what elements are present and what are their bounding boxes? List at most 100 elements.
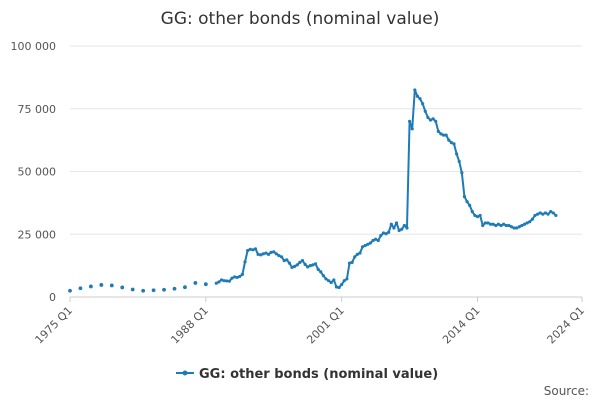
- data-point[interactable]: [533, 213, 537, 218]
- data-point[interactable]: [452, 142, 456, 146]
- data-point[interactable]: [379, 233, 383, 238]
- data-point[interactable]: [517, 225, 521, 229]
- data-point[interactable]: [350, 260, 354, 264]
- data-point[interactable]: [525, 221, 529, 225]
- data-point[interactable]: [345, 277, 349, 281]
- data-point[interactable]: [99, 283, 104, 287]
- data-point[interactable]: [246, 248, 250, 253]
- data-point[interactable]: [225, 279, 229, 283]
- data-point[interactable]: [290, 265, 294, 269]
- data-point[interactable]: [222, 279, 226, 283]
- data-point[interactable]: [434, 119, 438, 123]
- data-point[interactable]: [272, 250, 276, 254]
- data-point[interactable]: [400, 227, 404, 231]
- data-point[interactable]: [483, 221, 487, 225]
- data-point[interactable]: [266, 252, 271, 256]
- data-point[interactable]: [436, 129, 440, 133]
- data-point[interactable]: [384, 232, 388, 236]
- data-point[interactable]: [468, 203, 472, 207]
- data-point[interactable]: [274, 252, 278, 256]
- data-point[interactable]: [264, 251, 268, 255]
- data-point[interactable]: [334, 285, 339, 289]
- data-point[interactable]: [347, 261, 352, 265]
- data-point[interactable]: [306, 265, 310, 269]
- data-point[interactable]: [321, 274, 325, 278]
- data-point[interactable]: [88, 284, 93, 289]
- data-point[interactable]: [554, 213, 558, 218]
- data-point[interactable]: [366, 242, 370, 246]
- data-point[interactable]: [460, 171, 464, 175]
- data-point[interactable]: [285, 258, 289, 262]
- data-point[interactable]: [287, 261, 292, 265]
- data-point[interactable]: [316, 267, 320, 271]
- data-point[interactable]: [217, 280, 221, 284]
- data-point[interactable]: [465, 200, 469, 204]
- data-point[interactable]: [327, 279, 331, 283]
- data-point[interactable]: [277, 253, 281, 258]
- data-point[interactable]: [376, 238, 380, 243]
- data-point[interactable]: [363, 243, 367, 248]
- data-point[interactable]: [551, 211, 555, 215]
- data-point[interactable]: [371, 238, 375, 243]
- data-point[interactable]: [470, 210, 474, 214]
- data-point[interactable]: [329, 280, 333, 285]
- data-point[interactable]: [130, 287, 135, 292]
- data-point[interactable]: [528, 220, 532, 224]
- data-point[interactable]: [230, 276, 234, 280]
- data-point[interactable]: [313, 262, 318, 266]
- data-point[interactable]: [381, 231, 386, 235]
- data-point[interactable]: [243, 260, 247, 264]
- data-point[interactable]: [507, 223, 511, 228]
- data-point[interactable]: [515, 226, 519, 230]
- data-point[interactable]: [183, 285, 187, 290]
- data-point[interactable]: [109, 283, 114, 288]
- data-point[interactable]: [353, 255, 357, 259]
- data-point[interactable]: [279, 255, 284, 259]
- series-line[interactable]: [215, 88, 557, 289]
- data-point[interactable]: [355, 252, 359, 256]
- data-point[interactable]: [251, 248, 255, 252]
- data-point[interactable]: [426, 115, 430, 120]
- data-point[interactable]: [248, 247, 252, 251]
- data-point[interactable]: [308, 264, 312, 268]
- data-point[interactable]: [342, 279, 346, 283]
- data-point[interactable]: [78, 286, 83, 291]
- data-point[interactable]: [481, 223, 485, 228]
- data-point[interactable]: [120, 285, 125, 290]
- data-point[interactable]: [423, 109, 427, 113]
- data-point[interactable]: [358, 251, 362, 255]
- data-point[interactable]: [431, 117, 435, 121]
- data-point[interactable]: [219, 278, 224, 282]
- data-point[interactable]: [282, 259, 286, 263]
- data-point[interactable]: [473, 213, 477, 218]
- data-point[interactable]: [415, 94, 420, 98]
- data-point[interactable]: [151, 288, 156, 293]
- data-point[interactable]: [546, 212, 550, 216]
- data-point[interactable]: [387, 230, 391, 234]
- data-point[interactable]: [428, 118, 433, 122]
- data-point[interactable]: [319, 270, 323, 274]
- data-point[interactable]: [394, 221, 399, 225]
- data-point[interactable]: [496, 222, 501, 226]
- data-point[interactable]: [449, 141, 453, 145]
- data-point[interactable]: [172, 286, 177, 291]
- data-point[interactable]: [293, 264, 297, 268]
- data-point[interactable]: [499, 223, 503, 228]
- data-point[interactable]: [261, 252, 265, 256]
- data-point[interactable]: [68, 288, 72, 293]
- data-point[interactable]: [413, 88, 417, 92]
- data-point[interactable]: [368, 241, 373, 245]
- data-point[interactable]: [530, 217, 534, 221]
- data-point[interactable]: [259, 253, 263, 257]
- data-point[interactable]: [441, 133, 446, 137]
- data-point[interactable]: [324, 277, 328, 281]
- data-point[interactable]: [444, 133, 448, 137]
- data-point[interactable]: [402, 223, 406, 228]
- data-point[interactable]: [522, 222, 527, 226]
- data-point[interactable]: [439, 132, 443, 136]
- data-point[interactable]: [300, 259, 305, 263]
- data-point[interactable]: [203, 282, 208, 287]
- data-point[interactable]: [535, 212, 540, 216]
- data-point[interactable]: [162, 287, 166, 292]
- data-point[interactable]: [256, 252, 260, 256]
